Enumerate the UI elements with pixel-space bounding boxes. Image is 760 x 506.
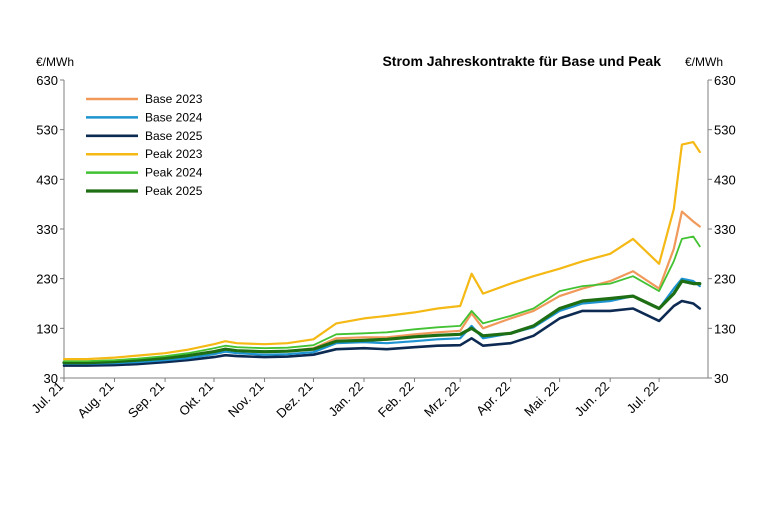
legend-label: Peak 2023 (145, 147, 203, 161)
y-tick-label-right: 330 (714, 222, 736, 237)
y-tick-label-right: 30 (714, 371, 728, 386)
series-line-peak-2023 (62, 141, 701, 361)
y-tick-label-right: 530 (714, 123, 736, 138)
x-tick-label: Jan. 22 (325, 379, 366, 420)
legend-label: Base 2025 (145, 129, 203, 143)
series-line-base-2025 (62, 299, 702, 367)
y-tick-label-right: 230 (714, 272, 736, 287)
y-tick-label-left: 130 (36, 321, 58, 336)
y-tick-label-right: 430 (714, 172, 736, 187)
x-tick-label: Apr. 22 (473, 379, 513, 419)
y-axis-unit-left: €/MWh (36, 55, 74, 69)
series-lines (62, 141, 702, 367)
series-line-peak-2024 (63, 235, 701, 363)
x-tick-label: Mai. 22 (521, 379, 562, 420)
x-tick-label: Feb. 22 (375, 379, 417, 421)
y-tick-label-left: 530 (36, 123, 58, 138)
chart-title: Strom Jahreskontrakte für Base und Peak (382, 53, 661, 69)
x-tick-label: Okt. 21 (176, 379, 216, 419)
legend-label: Base 2023 (145, 92, 203, 106)
x-tick-label: Aug. 21 (74, 379, 116, 421)
axes: 30 30 130 130 230 230 330 330 430 430 530 530 630 630… (28, 73, 735, 421)
y-tick-label-left: 430 (36, 172, 58, 187)
legend-label: Peak 2024 (145, 166, 203, 180)
legend: Base 2023 Base 2024 Base 2025 Peak 2023 Peak… (86, 92, 203, 198)
x-tick-label: Sep. 21 (125, 379, 167, 421)
x-tick-label: Jun. 22 (572, 379, 613, 420)
legend-label: Base 2024 (145, 110, 203, 124)
y-tick-label-left: 230 (36, 272, 58, 287)
y-tick-label-left: 630 (36, 73, 58, 88)
legend-label: Peak 2025 (145, 184, 203, 198)
y-tick-label-right: 130 (714, 321, 736, 336)
series-line-base-2024 (62, 277, 701, 365)
y-axis-unit-right: €/MWh (685, 55, 723, 69)
y-tick-label-left: 330 (36, 222, 58, 237)
x-tick-label: Nov. 21 (225, 379, 267, 421)
y-tick-label-left: 30 (44, 371, 58, 386)
x-tick-label: Dez. 21 (273, 379, 315, 421)
x-tick-label: Mrz. 22 (421, 379, 462, 420)
x-tick-label: Jul. 22 (624, 379, 662, 417)
series-line-peak-2025 (62, 279, 702, 365)
y-tick-label-right: 630 (714, 73, 736, 88)
